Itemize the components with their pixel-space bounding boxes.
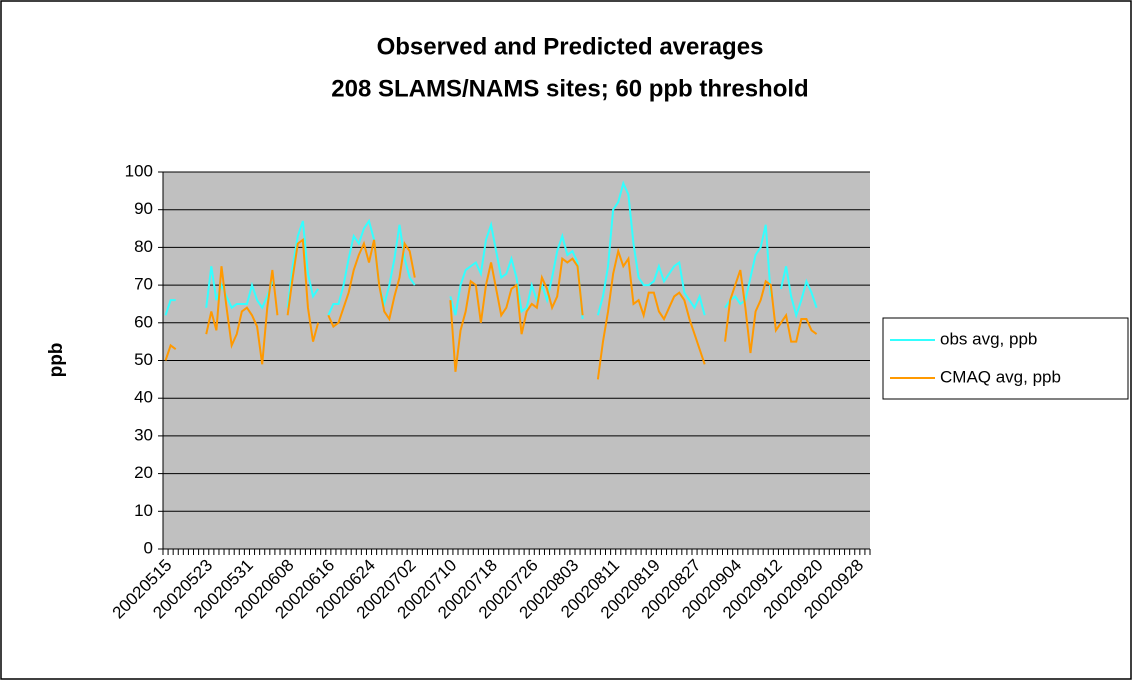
series-line (164, 180, 818, 320)
chart-title: Observed and Predicted averages (377, 33, 764, 60)
y-tick-label: 70 (134, 275, 153, 294)
y-tick-label: 40 (134, 388, 153, 407)
y-tick-label: 90 (134, 199, 153, 218)
y-tick-label: 20 (134, 463, 153, 482)
y-tick-label: 0 (144, 538, 153, 557)
y-tick-label: 100 (125, 161, 153, 180)
legend-label: obs avg, ppb (940, 329, 1037, 348)
legend (882, 317, 1129, 400)
y-axis-label: ppb (46, 343, 67, 378)
legend-label: CMAQ avg, ppb (940, 367, 1061, 386)
y-tick-label: 50 (134, 350, 153, 369)
series-line (164, 237, 818, 380)
y-tick-label: 60 (134, 312, 153, 331)
chart-title: 208 SLAMS/NAMS sites; 60 ppb threshold (331, 75, 808, 102)
y-tick-label: 80 (134, 237, 153, 256)
y-tick-label: 30 (134, 425, 153, 444)
y-tick-label: 10 (134, 501, 153, 520)
